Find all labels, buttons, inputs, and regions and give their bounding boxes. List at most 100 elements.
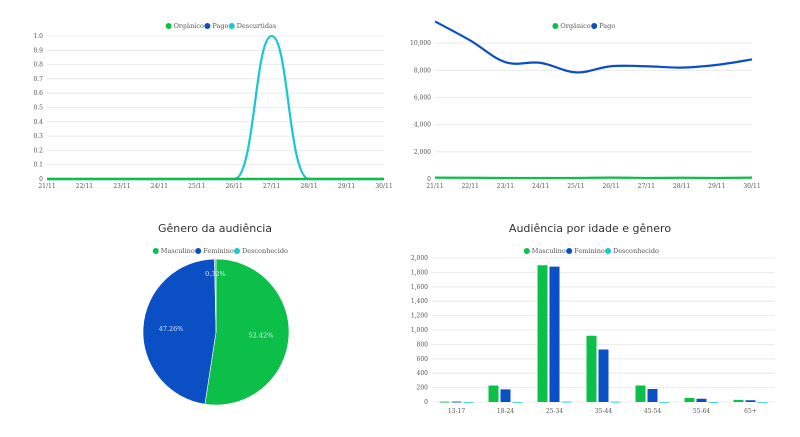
y-tick-label: 8,000 [414,67,431,74]
legend-label: Masculino [161,247,195,255]
x-tick-label: 24/11 [532,183,549,190]
y-tick-label: 0.2 [33,147,43,154]
pie-data-label: 0.32% [205,270,226,278]
x-tick-label: 25/11 [188,183,205,190]
y-tick-label: 0 [39,176,43,183]
y-tick-label: 0.9 [33,47,43,54]
x-tick-label: 25/11 [567,183,584,190]
bar-masculino [489,385,499,402]
y-tick-label: 0.7 [33,76,43,83]
bar-feminino [452,402,462,403]
legend-marker-feminino [195,248,201,254]
bar-feminino [648,389,658,402]
legend-marker-pago [204,23,210,29]
y-tick-label: 4,000 [414,122,431,129]
y-tick-label: 0.8 [33,62,43,69]
x-tick-label: 27/11 [638,183,655,190]
legend-marker-feminino [566,248,572,254]
bar-feminino [697,399,707,402]
legend-label: Pago [599,22,615,30]
pie-slice-masculino [205,259,289,405]
x-tick-label: 21/11 [426,183,443,190]
legend-marker-orgânico [552,23,558,29]
bar-feminino [501,389,511,402]
legend-label: Orgânico [560,22,590,30]
x-tick-label: 29/11 [338,183,355,190]
y-tick-label: 800 [417,341,429,348]
y-tick-label: 0.4 [33,119,43,126]
bar-masculino [636,385,646,402]
x-tick-label: 35-44 [595,408,612,415]
x-tick-label: 28/11 [673,183,690,190]
x-tick-label: 27/11 [263,183,280,190]
bar-feminino [599,349,609,402]
legend-marker-desconhecido [605,248,611,254]
legend-label: Desconhecido [613,247,659,255]
bar-desconhecido [660,402,670,403]
legend-label: Desconhecido [242,247,288,255]
y-tick-label: 600 [417,356,429,363]
bar-masculino [685,398,695,402]
y-tick-label: 0.3 [33,133,43,140]
bar-masculino [587,336,597,402]
pie-data-label: 52.42% [248,331,273,339]
x-tick-label: 23/11 [497,183,514,190]
y-tick-label: 0.6 [33,90,43,97]
x-tick-label: 26/11 [602,183,619,190]
bar-desconhecido [611,402,621,403]
bar-desconhecido [758,402,768,403]
legend-label: Feminino [203,247,234,255]
legend-marker-descurtidas [229,23,235,29]
chart-age-gender-bars: Audiência por idade e gênero Masculino Fe… [400,210,800,433]
x-tick-label: 23/11 [113,183,130,190]
bar-feminino [550,267,560,402]
chart-1-svg: Orgânico Pago Descurtidas 0 0.1 0.2 0.3 0.4 0.5 0… [0,0,400,200]
y-tick-label: 0 [427,176,431,183]
x-tick-label: 55-64 [693,408,710,415]
legend-label: Feminino [574,247,605,255]
y-tick-label: 0.1 [33,162,43,169]
y-tick-label: 1,200 [411,313,428,320]
x-tick-label: 28/11 [300,183,317,190]
chart-reach-timeline: Orgânico Pago 0 2,000 4,000 6,000 8,000 10,000 2… [400,0,800,200]
y-tick-label: 1.0 [33,33,43,40]
y-tick-label: 1,000 [411,327,428,334]
legend-label: Pago [212,22,228,30]
x-tick-label: 22/11 [76,183,93,190]
y-tick-label: 0 [424,399,428,406]
bar-masculino [538,265,548,402]
legend-marker-masculino [524,248,530,254]
chart-3-title: Gênero da audiência [0,222,430,235]
x-tick-label: 30/11 [375,183,392,190]
y-tick-label: 1,600 [411,284,428,291]
bar-masculino [440,402,450,403]
legend-label: Descurtidas [237,22,276,30]
x-tick-label: 26/11 [226,183,243,190]
y-tick-label: 2,000 [411,255,428,262]
y-tick-label: 1,800 [411,269,428,276]
x-tick-label: 30/11 [743,183,760,190]
legend-label: Orgânico [174,22,204,30]
chart-reactions-timeline: Orgânico Pago Descurtidas 0 0.1 0.2 0.3 0.4 0.5 0… [0,0,400,200]
legend-marker-pago [591,23,597,29]
y-tick-label: 0.5 [33,105,43,112]
chart-4-title: Audiência por idade e gênero [400,222,780,235]
y-tick-label: 6,000 [414,95,431,102]
legend-label: Masculino [532,247,566,255]
x-tick-label: 18-24 [497,408,514,415]
pie-data-label: 47.26% [159,325,184,333]
x-tick-label: 21/11 [38,183,55,190]
y-tick-label: 1,400 [411,298,428,305]
x-tick-label: 13-17 [448,408,465,415]
legend-marker-orgânico [166,23,172,29]
y-tick-label: 10,000 [410,40,431,47]
chart-3-svg: Masculino Feminino Desconhecido 52.42% 47.26… [0,210,400,433]
bar-feminino [746,400,756,402]
bar-masculino [734,400,744,402]
x-tick-label: 24/11 [151,183,168,190]
y-tick-label: 2,000 [414,149,431,156]
bar-desconhecido [562,402,572,403]
x-tick-label: 45-54 [644,408,661,415]
x-tick-label: 22/11 [462,183,479,190]
